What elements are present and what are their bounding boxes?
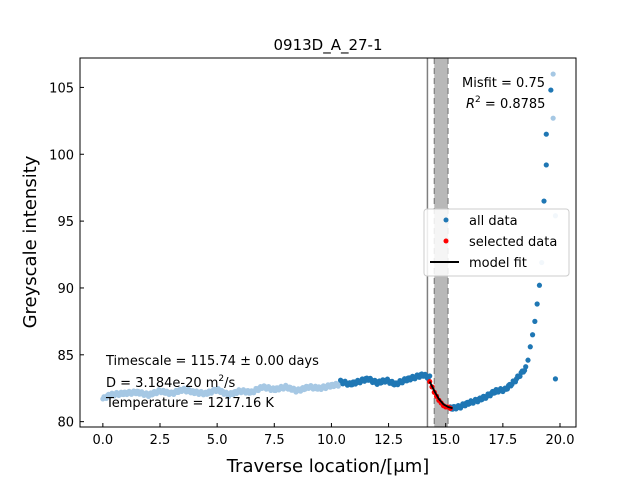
r2-sup: 2 [475, 95, 481, 105]
y-tick-label: 90 [57, 282, 74, 297]
y-axis-ticks: 80 85 90 95 100 105 [49, 81, 84, 431]
legend-marker-all-data [443, 217, 449, 223]
axes-frame [79, 57, 577, 428]
chart-title: 0913D_A_27-1 [273, 36, 382, 55]
legend-marker-selected-data [443, 238, 449, 244]
x-tick-label: 7.5 [264, 433, 285, 448]
legend-box [423, 208, 570, 277]
data-point [525, 357, 531, 363]
x-tick-label: 2.5 [150, 433, 171, 448]
data-point [529, 332, 536, 338]
y-tick-label: 85 [57, 349, 74, 364]
d-sup: 2 [218, 374, 224, 384]
data-point [548, 87, 554, 93]
r2-label: R [466, 97, 475, 112]
data-point-excluded [550, 115, 556, 121]
data-point [527, 344, 533, 350]
x-tick-label: 10.0 [317, 433, 346, 448]
y-tick-label: 80 [57, 416, 74, 431]
data-point [552, 376, 559, 382]
data-point [427, 373, 433, 379]
data-point [536, 282, 543, 288]
legend-label-all-data: all data [469, 214, 518, 229]
data-point [523, 364, 529, 370]
temperature-annotation: Temperature = 1217.16 K [105, 396, 274, 411]
x-tick-label: 0.0 [93, 433, 114, 448]
data-point-excluded [550, 71, 556, 77]
data-point [532, 318, 538, 324]
x-tick-label: 5.0 [207, 433, 228, 448]
data-point [543, 131, 549, 137]
y-tick-label: 105 [49, 81, 74, 96]
data-point [541, 198, 547, 204]
y-axis-title: Greyscale intensity [20, 155, 41, 328]
legend-label-selected-data: selected data [469, 235, 557, 250]
data-point [534, 301, 540, 307]
x-tick-label: 15.0 [431, 433, 460, 448]
x-tick-label: 17.5 [488, 433, 517, 448]
d-unit: /s [224, 376, 235, 391]
r2-value: = 0.8785 [481, 97, 546, 112]
misfit-annotation: Misfit = 0.75 [462, 76, 545, 91]
x-axis-ticks: 0.0 2.5 5.0 7.5 10.0 12.5 15.0 17.5 20.0 [93, 423, 575, 448]
data-layer [100, 71, 559, 412]
x-axis-title: Traverse location/[μm] [226, 456, 430, 477]
r2-annotation: R2 = 0.8785 [466, 95, 545, 112]
legend-label-model-fit: model fit [469, 256, 527, 271]
model-fit-line [428, 381, 453, 410]
data-point [543, 162, 549, 168]
timescale-annotation: Timescale = 115.74 ± 0.00 days [105, 354, 319, 369]
y-tick-label: 100 [49, 148, 74, 163]
y-tick-label: 95 [57, 215, 74, 230]
x-tick-label: 12.5 [374, 433, 403, 448]
legend: all data selected data model fit [423, 208, 570, 277]
x-tick-label: 20.0 [546, 433, 575, 448]
d-label: D = 3.184e-20 m [106, 376, 218, 391]
diffusivity-annotation: D = 3.184e-20 m2/s [106, 374, 236, 391]
